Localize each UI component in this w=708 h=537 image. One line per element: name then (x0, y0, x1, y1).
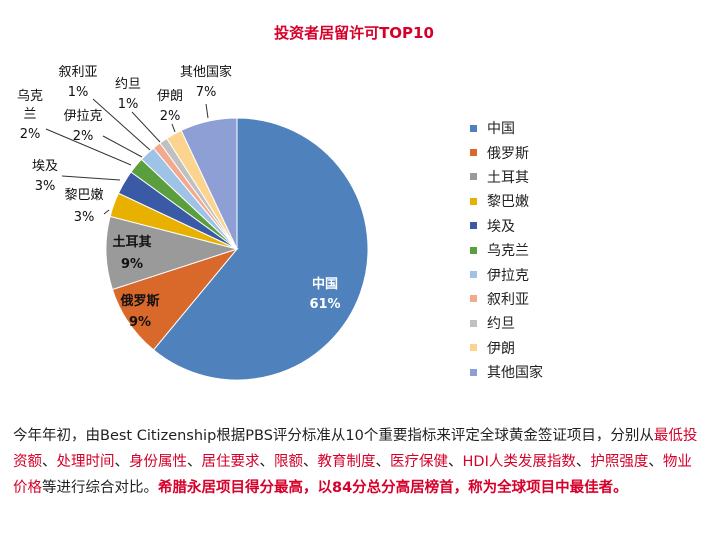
legend-item: 黎巴嫩 (470, 189, 543, 213)
paragraph-middle: 等进行综合对比。 (42, 480, 158, 496)
legend-swatch (470, 173, 477, 181)
legend-item: 土耳其 (470, 165, 543, 189)
slice-label-name-10: 伊朗 (157, 89, 183, 104)
slice-label-value-11: 7% (196, 85, 217, 100)
legend-swatch (470, 344, 477, 352)
slice-label-name-9: 约旦 (115, 77, 141, 92)
legend-item: 伊拉克 (470, 262, 543, 286)
legend-item: 埃及 (470, 214, 543, 238)
leader-line-10 (171, 123, 176, 133)
highlight-term: HDI人类发展指数 (462, 454, 576, 470)
legend-item: 约旦 (470, 311, 543, 335)
legend-label: 埃及 (487, 218, 515, 235)
slice-label-value-5: 3% (35, 179, 56, 194)
paragraph-intro: 今年年初，由Best Citizenship根据PBS评分标准从10个重要指标来… (13, 428, 654, 444)
slice-label-name-3: 土耳其 (112, 234, 151, 250)
legend-label: 土耳其 (487, 169, 529, 186)
slice-label-name-7: 伊拉克 (63, 109, 102, 124)
legend-swatch (470, 197, 477, 205)
legend-swatch (470, 271, 477, 279)
highlight-term: 医疗保健 (390, 454, 448, 470)
paragraph-conclusion: 希腊永居项目得分最高，以84分总分高居榜首，称为全球项目中最佳者。 (158, 480, 628, 496)
legend-item: 乌克兰 (470, 238, 543, 262)
legend-label: 其他国家 (487, 365, 543, 382)
legend-swatch (470, 368, 477, 376)
slice-label-value-4: 3% (74, 210, 95, 225)
separator: 、 (42, 454, 57, 470)
pie-chart: 中国 61% 俄罗斯 9% 土耳其 9% 黎巴嫩 3% 埃及 3% 乌克兰 2% 伊拉克 2% 叙利亚 1% 约… (17, 64, 369, 381)
legend-label: 中国 (487, 121, 515, 138)
pie-slice-1 (152, 117, 369, 381)
highlight-term: 物业价格 (13, 454, 692, 496)
legend-label: 约旦 (487, 316, 515, 333)
leader-line-5 (61, 175, 121, 181)
legend-swatch (470, 149, 477, 157)
slice-label-value-7: 2% (73, 129, 94, 144)
legend-item: 其他国家 (470, 360, 543, 384)
legend-item: 伊朗 (470, 336, 543, 360)
legend-item: 俄罗斯 (470, 140, 543, 164)
legend-label: 俄罗斯 (487, 145, 529, 162)
legend-swatch (470, 319, 477, 327)
chart-legend: 中国俄罗斯土耳其黎巴嫩埃及乌克兰伊拉克叙利亚约旦伊朗其他国家 (470, 116, 543, 384)
legend-swatch (470, 124, 477, 132)
legend-label: 伊拉克 (487, 267, 529, 284)
legend-label: 伊朗 (487, 340, 515, 357)
highlight-term: 教育制度 (317, 454, 376, 470)
highlight-term: 居住要求 (201, 454, 260, 470)
slice-label-name-2: 俄罗斯 (119, 293, 159, 309)
legend-label: 乌克兰 (487, 243, 529, 260)
slice-label-name-5: 埃及 (32, 159, 58, 174)
separator: 、 (575, 454, 591, 470)
chart-title: 投资者居留许可TOP10 (274, 24, 434, 42)
highlight-term: 护照强度 (590, 454, 649, 470)
legend-swatch (470, 246, 477, 254)
separator: 、 (375, 454, 391, 470)
legend-label: 黎巴嫩 (487, 194, 529, 211)
highlight-term: 处理时间 (56, 454, 115, 470)
legend-item: 叙利亚 (470, 287, 543, 311)
highlight-term: 限额 (274, 454, 303, 470)
separator: 、 (448, 454, 463, 470)
pie-slice-11 (180, 117, 238, 250)
leader-line-9 (131, 111, 161, 143)
legend-swatch (470, 222, 477, 230)
slice-label-value-6: 2% (20, 127, 41, 142)
slice-label-value-9: 1% (118, 97, 139, 112)
slice-label-name-6: 乌克 (17, 88, 43, 104)
separator: 、 (648, 454, 663, 470)
separator: 、 (114, 454, 130, 470)
leader-line-11 (205, 103, 209, 119)
slice-label-name-6-b: 兰 (23, 107, 36, 122)
separator: 、 (259, 454, 275, 470)
highlight-term: 最低投资额 (13, 428, 698, 470)
leader-line-8 (92, 98, 151, 151)
slice-label-name-4: 黎巴嫩 (64, 188, 103, 203)
slice-label-value-10: 2% (160, 109, 181, 124)
slice-label-value-3: 9% (121, 257, 143, 272)
slice-label-value-8: 1% (68, 85, 89, 100)
slice-label-name-1: 中国 (312, 276, 338, 292)
slice-label-value-2: 9% (129, 315, 151, 330)
legend-label: 叙利亚 (487, 291, 529, 308)
separator: 、 (303, 454, 318, 470)
leader-line-4 (103, 209, 110, 215)
legend-swatch (470, 295, 477, 303)
highlight-term: 身份属性 (129, 454, 187, 470)
leader-line-6 (45, 128, 132, 166)
slice-label-name-8: 叙利亚 (58, 65, 97, 80)
leader-line-7 (102, 135, 143, 158)
legend-item: 中国 (470, 116, 543, 140)
body-paragraph: 今年年初，由Best Citizenship根据PBS评分标准从10个重要指标来… (13, 423, 699, 501)
separator: 、 (187, 454, 202, 470)
slice-label-name-11: 其他国家 (180, 64, 232, 80)
slice-label-value-1: 61% (309, 297, 340, 312)
